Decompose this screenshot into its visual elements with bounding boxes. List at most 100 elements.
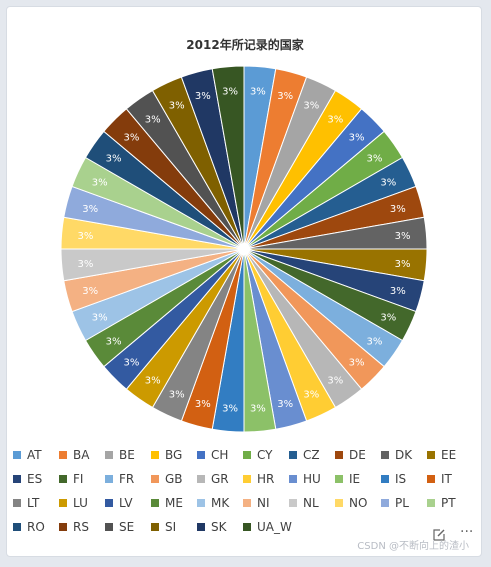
- legend-item-hu[interactable]: HU: [289, 472, 321, 486]
- legend-item-it[interactable]: IT: [427, 472, 452, 486]
- legend-item-dk[interactable]: DK: [381, 448, 412, 462]
- data-label-cz: 3%: [380, 178, 396, 189]
- data-label-be: 3%: [303, 101, 319, 112]
- legend-item-no[interactable]: NO: [335, 496, 367, 510]
- legend-item-ro[interactable]: RO: [13, 520, 45, 534]
- legend-label: CY: [257, 448, 273, 462]
- legend-item-si[interactable]: SI: [151, 520, 176, 534]
- legend-item-se[interactable]: SE: [105, 520, 134, 534]
- legend-swatch: [151, 523, 159, 531]
- legend-item-ua_w[interactable]: UA_W: [243, 520, 292, 534]
- legend-label: PL: [395, 496, 409, 510]
- legend-item-rs[interactable]: RS: [59, 520, 89, 534]
- legend-label: PT: [441, 496, 456, 510]
- legend-item-pt[interactable]: PT: [427, 496, 456, 510]
- legend-item-me[interactable]: ME: [151, 496, 183, 510]
- pie-slice-ua_w[interactable]: [211, 65, 245, 250]
- legend-item-at[interactable]: AT: [13, 448, 42, 462]
- legend-swatch: [335, 475, 343, 483]
- legend-item-es[interactable]: ES: [13, 472, 42, 486]
- legend-item-sk[interactable]: SK: [197, 520, 227, 534]
- legend-label: SK: [211, 520, 227, 534]
- legend-item-mk[interactable]: MK: [197, 496, 229, 510]
- legend-swatch: [59, 523, 67, 531]
- data-label-cy: 3%: [366, 154, 382, 165]
- legend-label: LT: [27, 496, 40, 510]
- legend-swatch: [13, 451, 21, 459]
- legend-label: BE: [119, 448, 135, 462]
- legend-item-fi[interactable]: FI: [59, 472, 83, 486]
- legend-swatch: [197, 499, 205, 507]
- legend-swatch: [105, 451, 113, 459]
- legend-label: DK: [395, 448, 413, 462]
- legend-label: ES: [27, 472, 43, 486]
- legend-item-pl[interactable]: PL: [381, 496, 409, 510]
- chart-card: 2012年所记录的国家 3% 3% 3% 3% 3% 3% 3% 3% 3% 3% 3% 3% 3% 3%…: [6, 6, 482, 557]
- data-label-dk: 3%: [395, 231, 411, 242]
- data-label-lv: 3%: [123, 358, 139, 369]
- legend-label: NO: [349, 496, 368, 510]
- legend-label: IT: [441, 472, 452, 486]
- legend-item-de[interactable]: DE: [335, 448, 366, 462]
- legend-label: IS: [395, 472, 407, 486]
- watermark: CSDN @不断向上的渣小: [357, 541, 469, 552]
- legend-label: FR: [119, 472, 135, 486]
- data-label-fr: 3%: [366, 336, 382, 347]
- legend-item-ni[interactable]: NI: [243, 496, 270, 510]
- legend-label: AT: [27, 448, 42, 462]
- legend-swatch: [197, 451, 205, 459]
- legend-item-gb[interactable]: GB: [151, 472, 183, 486]
- legend-swatch: [381, 451, 389, 459]
- legend-item-lv[interactable]: LV: [105, 496, 133, 510]
- legend-item-hr[interactable]: HR: [243, 472, 274, 486]
- legend-swatch: [59, 499, 67, 507]
- legend-swatch: [427, 475, 435, 483]
- data-label-nl: 3%: [77, 259, 93, 270]
- legend-swatch: [381, 499, 389, 507]
- legend-item-be[interactable]: BE: [105, 448, 135, 462]
- legend-swatch: [243, 475, 251, 483]
- more-icon[interactable]: ···: [460, 524, 474, 540]
- legend-label: GB: [165, 472, 183, 486]
- edit-icon[interactable]: [432, 528, 446, 542]
- legend-label: RS: [73, 520, 89, 534]
- legend-item-nl[interactable]: NL: [289, 496, 319, 510]
- legend-item-fr[interactable]: FR: [105, 472, 134, 486]
- legend-swatch: [427, 451, 435, 459]
- legend-item-ie[interactable]: IE: [335, 472, 360, 486]
- legend-item-is[interactable]: IS: [381, 472, 406, 486]
- legend-item-lt[interactable]: LT: [13, 496, 39, 510]
- legend-label: UA_W: [257, 520, 292, 534]
- legend-swatch: [335, 499, 343, 507]
- data-label-ua_w: 3%: [222, 86, 238, 97]
- legend-item-ee[interactable]: EE: [427, 448, 456, 462]
- legend-item-ch[interactable]: CH: [197, 448, 228, 462]
- legend-swatch: [427, 499, 435, 507]
- legend-item-bg[interactable]: BG: [151, 448, 182, 462]
- data-label-is: 3%: [222, 404, 238, 415]
- data-label-rs: 3%: [123, 132, 139, 143]
- legend-swatch: [13, 523, 21, 531]
- legend-item-lu[interactable]: LU: [59, 496, 88, 510]
- data-label-hr: 3%: [303, 389, 319, 400]
- data-label-bg: 3%: [327, 115, 343, 126]
- legend-swatch: [105, 523, 113, 531]
- legend-label: NI: [257, 496, 270, 510]
- legend-swatch: [197, 475, 205, 483]
- legend-label: SI: [165, 520, 177, 534]
- legend-item-cy[interactable]: CY: [243, 448, 273, 462]
- data-label-ee: 3%: [395, 259, 411, 270]
- data-label-hu: 3%: [277, 399, 293, 410]
- legend-swatch: [151, 499, 159, 507]
- legend-label: HU: [303, 472, 321, 486]
- legend-item-cz[interactable]: CZ: [289, 448, 320, 462]
- data-label-fi: 3%: [380, 312, 396, 323]
- legend-item-gr[interactable]: GR: [197, 472, 229, 486]
- data-label-ba: 3%: [277, 91, 293, 102]
- legend-label: CZ: [303, 448, 320, 462]
- data-label-de: 3%: [390, 204, 406, 215]
- legend-item-ba[interactable]: BA: [59, 448, 89, 462]
- legend-label: LU: [73, 496, 88, 510]
- legend-label: NL: [303, 496, 319, 510]
- data-label-sk: 3%: [195, 91, 211, 102]
